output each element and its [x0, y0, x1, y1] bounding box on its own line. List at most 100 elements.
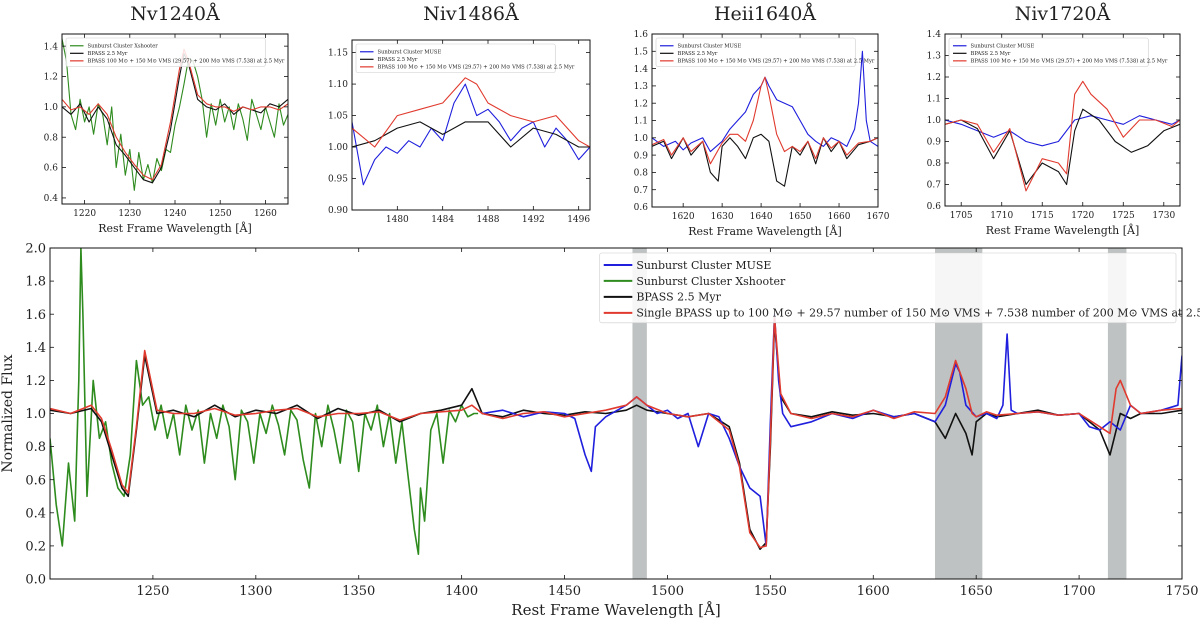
- y-tick-label: 1.4: [44, 42, 59, 52]
- x-tick-label: 1705: [950, 211, 973, 221]
- y-tick-label: 1.15: [328, 49, 348, 59]
- y-tick-label: 1.6: [25, 308, 46, 323]
- x-tick-label: 1300: [239, 584, 272, 599]
- y-tick-label: 2.0: [25, 242, 46, 257]
- series-line-full-0: [50, 248, 479, 556]
- x-tick-label: 1700: [1063, 584, 1096, 599]
- x-tick-label: 1230: [118, 209, 141, 219]
- x-tick-label: 1730: [1152, 211, 1175, 221]
- legend-entry: BPASS 100 M⊙ + 150 M⊙ VMS (29.57) + 200 …: [678, 58, 875, 65]
- legend-entry: Sunburst Cluster Xshooter: [88, 44, 159, 50]
- legend-box: [355, 43, 556, 73]
- x-tick-label: 1496: [567, 215, 590, 225]
- legend-entry: Sunburst Cluster MUSE: [636, 259, 771, 272]
- y-tick-label: 1.4: [927, 30, 942, 40]
- series-line-niv1720-0: [945, 115, 1180, 147]
- y-tick-label: 0.8: [927, 159, 942, 169]
- x-tick-label: 1250: [136, 584, 169, 599]
- chart-niv1720: 1705 1710 1715 1720 1725 1730 0.6 0.7 0.8 0.9 1.0 1…: [927, 3, 1181, 237]
- series-line-full-3: [50, 316, 1182, 549]
- x-tick-label: 1240: [164, 209, 187, 219]
- x-tick-label: 1750: [1165, 584, 1198, 599]
- shaded-region-2: [1107, 248, 1127, 579]
- y-tick-label: 1.4: [634, 65, 649, 75]
- y-tick-label: 1.1: [634, 117, 648, 127]
- legend-entry: BPASS 2.5 Myr: [678, 51, 718, 57]
- y-tick-label: 1.0: [44, 103, 59, 113]
- x-tick-label: 1650: [960, 584, 993, 599]
- x-tick-label: 1492: [522, 215, 545, 225]
- legend-entry: BPASS 100 M⊙ + 150 M⊙ VMS (29.57) + 200 …: [88, 58, 285, 65]
- legend-entry: BPASS 100 M⊙ + 150 M⊙ VMS (29.57) + 200 …: [971, 58, 1168, 65]
- chart-title: Niv1720Å: [1015, 3, 1111, 25]
- x-tick-label: 1600: [857, 584, 890, 599]
- y-tick-label: 1.10: [328, 80, 348, 90]
- legend-box: [65, 37, 266, 67]
- series-group: [945, 80, 1180, 192]
- series-line-niv1486-1: [352, 121, 590, 148]
- y-tick-label: 1.0: [927, 116, 942, 126]
- legend-box: [655, 37, 856, 67]
- series-line-niv1720-2: [945, 80, 1180, 192]
- y-tick-label: 0.90: [328, 206, 348, 216]
- y-tick-label: 0.8: [634, 169, 649, 179]
- series-line-heii1640-1: [652, 133, 878, 187]
- legend-entry: Sunburst Cluster MUSE: [971, 44, 1035, 50]
- legend: Sunburst Cluster MUSE Sunburst Cluster Xs…: [599, 252, 1200, 324]
- y-tick-label: 0.2: [25, 539, 46, 554]
- x-tick-label: 1500: [651, 584, 684, 599]
- x-tick-label: 1720: [1071, 211, 1094, 221]
- y-tick-label: 0.6: [927, 202, 942, 212]
- y-tick-label: 1.1: [927, 95, 941, 105]
- y-tick-label: 1.0: [25, 407, 46, 422]
- legend-box: [948, 37, 1149, 67]
- x-tick-label: 1250: [209, 209, 232, 219]
- series-line-full-1: [50, 321, 1182, 551]
- y-tick-label: 1.2: [634, 99, 648, 109]
- y-tick-label: 0.6: [634, 203, 649, 213]
- y-tick-label: 1.0: [634, 134, 649, 144]
- y-tick-label: 1.5: [634, 47, 649, 57]
- x-tick-label: 1260: [254, 209, 277, 219]
- x-tick-label: 1630: [711, 212, 734, 222]
- y-tick-label: 0.9: [634, 151, 649, 161]
- legend-entry: BPASS 2.5 Myr: [378, 57, 418, 63]
- legend-box: [599, 252, 1177, 324]
- legend-entry: BPASS 2.5 Myr: [88, 51, 128, 57]
- y-tick-label: 1.3: [927, 52, 942, 62]
- y-tick-label: 1.00: [328, 143, 348, 153]
- y-tick-label: 1.6: [634, 30, 649, 40]
- y-tick-label: 1.2: [927, 73, 941, 83]
- x-tick-label: 1550: [754, 584, 787, 599]
- y-tick-label: 0.6: [44, 164, 59, 174]
- shaded-region-0: [632, 248, 647, 579]
- x-tick-label: 1484: [431, 215, 454, 225]
- x-tick-label: 1620: [672, 212, 695, 222]
- x-tick-label: 1400: [445, 584, 478, 599]
- legend-entry: Sunburst Cluster Xshooter: [636, 275, 786, 288]
- x-tick-label: 1640: [750, 212, 773, 222]
- x-tick-label: 1450: [548, 584, 581, 599]
- x-axis-label: Rest Frame Wavelength [Å]: [986, 223, 1140, 237]
- series-line-full-2: [482, 313, 1182, 547]
- chart-title: Heii1640Å: [714, 3, 816, 25]
- chart-nv1240: 1220 1230 1240 1250 1260 0.4 0.6 0.8 1.0 1.2 1.4 Nv…: [44, 3, 289, 235]
- chart-niv1486: 1480 1484 1488 1492 1496 0.90 0.95 1.00 1.05 1.10…: [328, 3, 591, 225]
- y-tick-label: 0.7: [927, 181, 942, 191]
- chart-full: 1250 1300 1350 1400 1450 1500 1550 1600 1650 1700…: [0, 242, 1200, 619]
- y-tick-label: 1.2: [25, 374, 46, 389]
- x-axis-label: Rest Frame Wavelength [Å]: [511, 601, 720, 619]
- series-line-niv1486-0: [352, 83, 590, 186]
- x-tick-label: 1488: [477, 215, 500, 225]
- y-tick-label: 0.8: [25, 440, 46, 455]
- x-tick-label: 1660: [828, 212, 851, 222]
- legend-entry: BPASS 2.5 Myr: [636, 291, 721, 304]
- y-tick-label: 0.8: [44, 133, 59, 143]
- y-axis-label: Normalized Flux: [0, 354, 16, 472]
- x-tick-label: 1480: [386, 215, 409, 225]
- series-group: [652, 50, 878, 187]
- legend-entry: BPASS 2.5 Myr: [971, 51, 1011, 57]
